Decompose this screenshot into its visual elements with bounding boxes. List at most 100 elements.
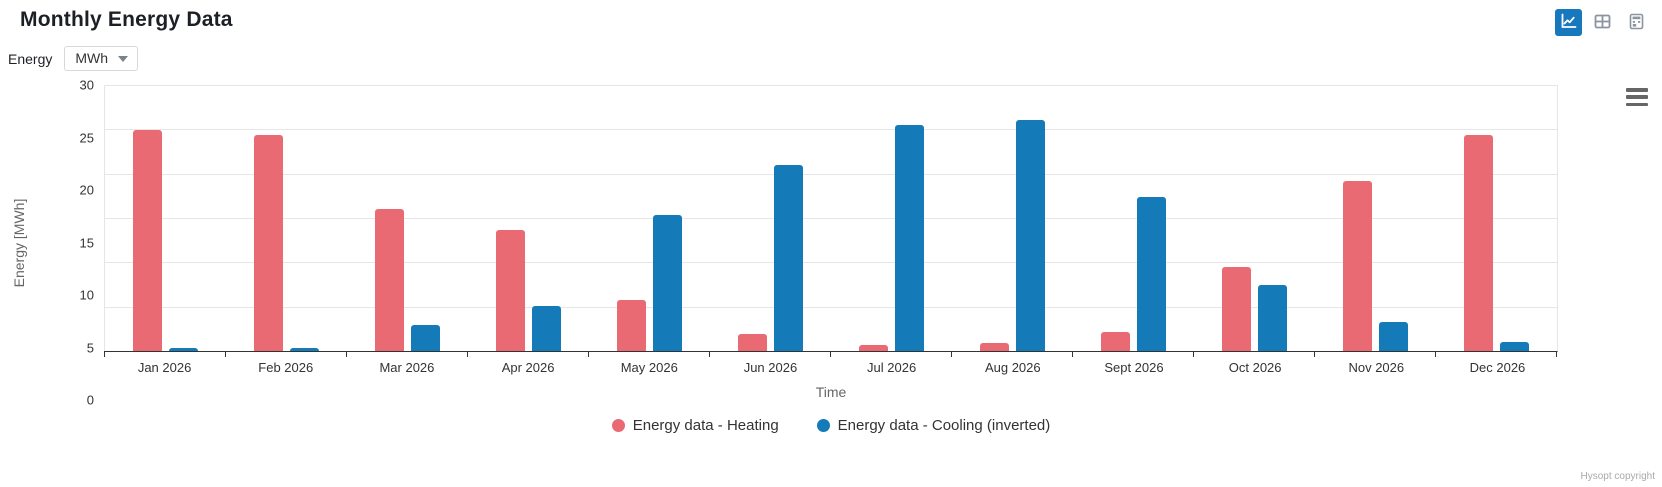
unit-select-value: MWh xyxy=(75,50,109,66)
line-chart-icon xyxy=(1560,13,1577,33)
bar-heating[interactable] xyxy=(859,344,888,351)
x-tick-label: Jul 2026 xyxy=(867,360,917,375)
x-tick xyxy=(467,351,468,357)
bar-group xyxy=(589,85,710,351)
chart-context-menu-button[interactable] xyxy=(1626,87,1648,107)
y-tick-label: 25 xyxy=(79,130,94,145)
header: Monthly Energy Data xyxy=(0,0,1662,36)
x-tick xyxy=(1193,351,1194,357)
bar-heating[interactable] xyxy=(133,130,162,351)
bar-heating[interactable] xyxy=(1343,180,1372,351)
x-tick xyxy=(709,351,710,357)
legend-marker-icon xyxy=(816,419,830,432)
y-tick-label: 10 xyxy=(79,287,94,303)
x-tick-label: Sept 2026 xyxy=(1104,360,1164,375)
bar-group xyxy=(105,85,226,351)
page-title: Monthly Energy Data xyxy=(20,8,233,31)
x-tick xyxy=(1556,351,1557,357)
energy-label: Energy xyxy=(8,50,53,67)
x-tick xyxy=(1435,351,1436,357)
x-tick xyxy=(224,351,226,357)
bar-cooling[interactable] xyxy=(895,124,924,351)
calculator-view-button[interactable] xyxy=(1623,9,1650,36)
bar-group xyxy=(1315,85,1436,351)
bar-cooling[interactable] xyxy=(532,305,561,351)
legend-label: Energy data - Heating xyxy=(632,417,779,434)
legend-item[interactable]: Energy data - Cooling (inverted) xyxy=(816,417,1051,434)
y-tick-label: 15 xyxy=(79,235,94,250)
x-tick-label: Apr 2026 xyxy=(501,360,555,375)
bar-heating[interactable] xyxy=(254,134,283,351)
gridline xyxy=(105,218,1557,219)
chart-view-button[interactable] xyxy=(1555,9,1582,36)
bar-cooling[interactable] xyxy=(1258,285,1287,351)
bar-group xyxy=(952,85,1073,351)
chevron-down-icon xyxy=(118,56,129,62)
y-tick-label: 5 xyxy=(86,340,94,355)
bar-heating[interactable] xyxy=(496,230,525,351)
x-tick-label: Nov 2026 xyxy=(1348,360,1405,375)
bar-group xyxy=(1194,85,1315,351)
gridline xyxy=(105,129,1557,131)
y-tick-label: 30 xyxy=(79,77,94,93)
table-icon xyxy=(1594,13,1611,33)
bar-cooling[interactable] xyxy=(1500,342,1529,351)
x-tick-label: Mar 2026 xyxy=(379,360,435,375)
view-toggle-group xyxy=(1555,8,1650,36)
unit-select[interactable]: MWh xyxy=(64,46,139,71)
bar-heating[interactable] xyxy=(1464,134,1493,351)
x-tick xyxy=(830,351,831,357)
bar-cooling[interactable] xyxy=(290,348,319,351)
bar-chart: Energy [MWh] 0 5 10 15 20 25 30 Jan 2026 Feb 20… xyxy=(0,78,1662,434)
x-tick xyxy=(951,351,952,357)
bar-heating[interactable] xyxy=(1222,266,1251,351)
x-axis-title: Time xyxy=(815,384,847,400)
bar-cooling[interactable] xyxy=(1379,321,1408,351)
bar-group xyxy=(710,85,831,351)
bar-group xyxy=(1073,85,1194,351)
x-tick-label: Jun 2026 xyxy=(743,360,798,375)
legend-marker-icon xyxy=(611,419,625,432)
bar-group xyxy=(831,85,952,351)
bar-group xyxy=(1436,85,1557,351)
bar-cooling[interactable] xyxy=(1016,120,1045,351)
x-tick-label: Feb 2026 xyxy=(258,360,314,375)
bar-group xyxy=(347,85,468,351)
bar-cooling[interactable] xyxy=(169,348,198,351)
bar-heating[interactable] xyxy=(980,343,1009,351)
y-axis-title: Energy [MWh] xyxy=(11,198,27,287)
y-tick-label: 20 xyxy=(79,182,94,198)
hamburger-icon xyxy=(1626,88,1648,92)
gridline xyxy=(105,306,1557,308)
gridline xyxy=(105,262,1557,264)
x-tick-label: May 2026 xyxy=(620,360,678,375)
chart-legend: Energy data - Heating Energy data - Cooli… xyxy=(0,417,1662,434)
y-axis-labels: 0 5 10 15 20 25 30 xyxy=(38,78,104,408)
bar-group xyxy=(468,85,589,351)
chart-controls: Energy MWh xyxy=(0,36,1662,71)
bar-cooling[interactable] xyxy=(653,215,682,351)
bar-cooling[interactable] xyxy=(774,164,803,351)
bar-cooling[interactable] xyxy=(1137,196,1166,351)
bar-heating[interactable] xyxy=(617,300,646,351)
legend-label: Energy data - Cooling (inverted) xyxy=(837,417,1051,434)
x-tick xyxy=(587,351,589,357)
x-tick-label: Aug 2026 xyxy=(984,360,1041,375)
x-tick-label: Jan 2026 xyxy=(137,360,192,375)
bar-group xyxy=(226,85,347,351)
table-view-button[interactable] xyxy=(1589,9,1616,36)
x-tick xyxy=(1071,351,1073,357)
x-tick xyxy=(345,351,347,357)
x-tick-label: Dec 2026 xyxy=(1469,360,1526,375)
bar-heating[interactable] xyxy=(375,209,404,351)
gridline xyxy=(105,85,1557,86)
x-tick xyxy=(104,351,105,357)
plot-area xyxy=(104,85,1558,357)
x-tick xyxy=(1314,351,1315,357)
bar-heating[interactable] xyxy=(1101,331,1130,351)
bar-heating[interactable] xyxy=(738,334,767,351)
copyright-text: Hysopt copyright xyxy=(1580,471,1655,482)
bar-cooling[interactable] xyxy=(411,325,440,351)
legend-item[interactable]: Energy data - Heating xyxy=(611,417,779,434)
